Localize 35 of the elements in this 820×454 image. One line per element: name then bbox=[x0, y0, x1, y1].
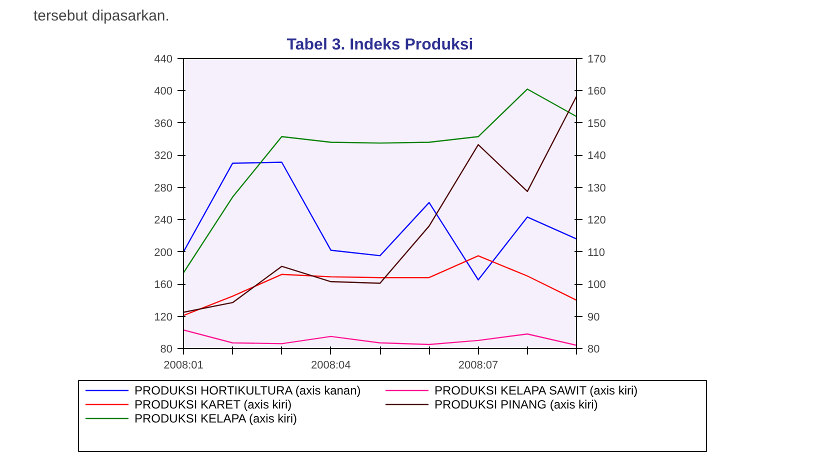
y-tick-label: 120 bbox=[154, 311, 173, 324]
y2-tick-label: 160 bbox=[588, 86, 606, 98]
y2-tick-label: 110 bbox=[588, 246, 606, 259]
legend-label: PRODUKSI HORTIKULTURA (axis kanan) bbox=[134, 384, 361, 398]
x-tick-label: 2008:04 bbox=[310, 360, 351, 372]
legend-label: PRODUKSI PINANG (axis kiri) bbox=[434, 398, 598, 412]
y-tick-label: 160 bbox=[154, 279, 173, 292]
y2-tick-label: 90 bbox=[588, 311, 600, 324]
y-tick-label: 200 bbox=[154, 246, 173, 259]
line-series bbox=[184, 162, 576, 280]
legend-label: PRODUKSI KARET (axis kiri) bbox=[134, 398, 292, 412]
y2-tick-label: 150 bbox=[588, 118, 606, 130]
y2-tick-label: 120 bbox=[588, 214, 606, 227]
y-tick-label: 320 bbox=[154, 150, 173, 162]
text: tersebut dipasarkan. bbox=[34, 8, 170, 24]
y-tick-label: 360 bbox=[154, 118, 173, 130]
y-tick-label: 400 bbox=[154, 86, 173, 98]
y-tick-label: 440 bbox=[154, 54, 173, 66]
line-series bbox=[184, 96, 576, 313]
legend-label: PRODUKSI KELAPA SAWIT (axis kiri) bbox=[434, 384, 638, 398]
legend-label: PRODUKSI KELAPA (axis kiri) bbox=[134, 412, 297, 426]
x-tick-label: 2008:07 bbox=[458, 360, 498, 372]
y2-tick-label: 130 bbox=[588, 182, 606, 194]
line-series bbox=[184, 255, 576, 316]
x-tick-label: 2008:01 bbox=[164, 360, 204, 372]
line-series bbox=[184, 329, 576, 346]
y2-tick-label: 170 bbox=[588, 54, 606, 66]
line-series bbox=[184, 88, 576, 274]
y2-tick-label: 140 bbox=[588, 150, 606, 162]
chart-title: Tabel 3. Indeks Produksi bbox=[286, 36, 474, 54]
y-tick-label: 80 bbox=[160, 344, 173, 356]
y2-tick-label: 80 bbox=[588, 344, 600, 356]
y-tick-label: 240 bbox=[154, 214, 173, 227]
y2-tick-label: 100 bbox=[588, 279, 606, 292]
y-tick-label: 280 bbox=[154, 182, 173, 194]
